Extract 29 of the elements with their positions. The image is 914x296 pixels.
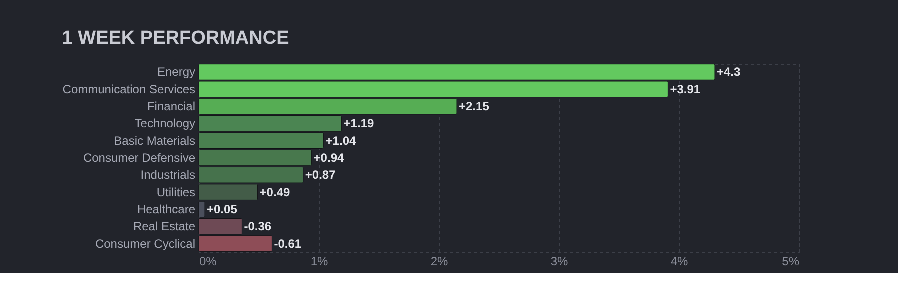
data-label: +1.19 <box>344 116 374 131</box>
y-tick-label: Healthcare <box>137 202 196 216</box>
data-label: +0.49 <box>260 185 290 200</box>
y-tick-label: Industrials <box>140 168 196 182</box>
data-label: +3.91 <box>670 82 701 96</box>
y-tick-label: Real Estate <box>133 220 196 234</box>
y-tick-label: Basic Materials <box>114 134 196 148</box>
data-label: +0.94 <box>314 151 344 165</box>
data-label: +2.15 <box>459 100 490 114</box>
data-label: +4.3 <box>717 65 742 80</box>
x-tick-label: 5% <box>782 254 800 268</box>
data-label: -0.61 <box>274 236 302 251</box>
y-tick-label: Energy <box>157 65 196 80</box>
y-tick-label: Financial <box>147 100 196 114</box>
chart-title: 1 WEEK PERFORMANCE <box>62 28 290 49</box>
data-label: +1.04 <box>326 134 356 148</box>
y-tick-label: Utilities <box>156 185 196 200</box>
data-label: -0.36 <box>244 220 272 234</box>
y-tick-label: Communication Services <box>62 82 196 96</box>
data-label: +0.87 <box>305 168 336 182</box>
x-tick-label: 2% <box>430 254 448 268</box>
x-tick-label: 4% <box>670 254 688 268</box>
x-tick-label: 1% <box>310 254 328 268</box>
y-tick-label: Consumer Cyclical <box>95 236 196 251</box>
x-tick-label: 3% <box>550 254 568 268</box>
y-tick-label: Technology <box>134 116 196 131</box>
data-label: +0.05 <box>207 202 238 216</box>
x-tick-label: 0% <box>200 254 218 268</box>
y-tick-label: Consumer Defensive <box>83 151 196 165</box>
